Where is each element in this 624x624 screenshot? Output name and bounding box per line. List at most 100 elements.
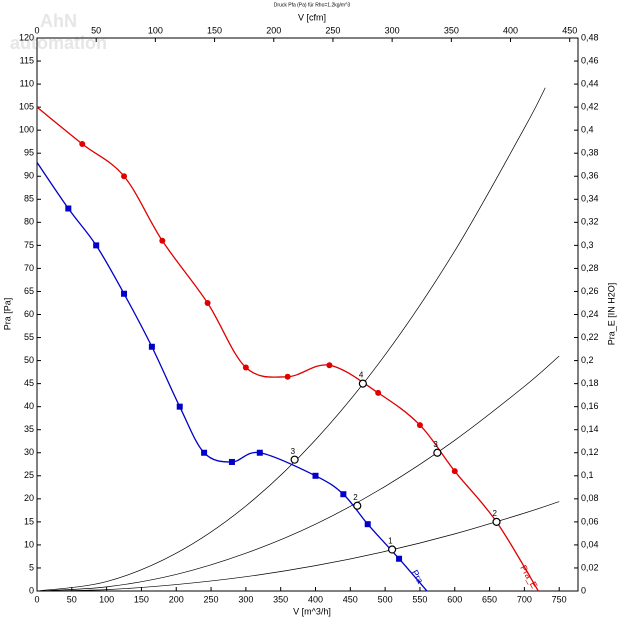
point-marker — [326, 362, 333, 369]
point-marker — [451, 468, 458, 475]
y2-tick-label: 0,12 — [581, 447, 599, 457]
point-marker — [416, 422, 423, 429]
operating-point-label: 3 — [433, 440, 438, 449]
y2-tick-label: 0,44 — [581, 78, 599, 88]
operating-point-label: 4 — [359, 371, 364, 380]
operating-point-label: 2 — [493, 509, 498, 518]
x2-tick-label: 450 — [562, 25, 577, 35]
y-tick-label: 40 — [24, 401, 34, 411]
y-tick-label: 5 — [29, 562, 34, 572]
point-marker — [284, 373, 291, 380]
x-tick-label: 750 — [552, 594, 567, 604]
point-marker — [340, 491, 347, 498]
operating-point — [492, 517, 501, 526]
x-tick-label: 350 — [273, 594, 288, 604]
operating-point-label: 2 — [353, 493, 358, 502]
operating-point — [358, 379, 367, 388]
y-tick-label: 10 — [24, 539, 34, 549]
point-marker — [93, 242, 100, 249]
chart-title: Druck Pfa (Pa) für Rho=1.2kg/m^3 — [274, 2, 351, 8]
x-tick-label: 500 — [378, 594, 393, 604]
y-tick-label: 85 — [24, 194, 34, 204]
operating-point-label: 3 — [291, 447, 296, 456]
point-marker — [256, 449, 263, 456]
y2-tick-label: 0,42 — [581, 102, 599, 112]
y2-axis-title: Pra_E [IN H2O] — [606, 283, 616, 346]
y2-tick-label: 0,18 — [581, 378, 599, 388]
y-tick-label: 25 — [24, 470, 34, 480]
operating-point — [433, 448, 442, 457]
y-tick-label: 90 — [24, 171, 34, 181]
y2-tick-label: 0,46 — [581, 55, 599, 65]
series-line — [36, 106, 539, 592]
y-tick-label: 110 — [20, 78, 34, 88]
y2-tick-label: 0,16 — [581, 401, 599, 411]
x-tick-label: 200 — [169, 594, 184, 604]
x-tick-label: 300 — [238, 594, 253, 604]
y2-tick-label: 0,28 — [581, 263, 599, 273]
x-tick-label: 100 — [99, 594, 114, 604]
y-tick-label: 65 — [24, 286, 34, 296]
x2-tick-label: 350 — [444, 25, 459, 35]
y-tick-label: 35 — [24, 424, 34, 434]
x2-tick-label: 250 — [325, 25, 340, 35]
point-marker — [65, 205, 72, 212]
y-tick-label: 80 — [24, 217, 34, 227]
y-tick-label: 60 — [24, 309, 34, 319]
operating-point — [353, 501, 362, 510]
y2-tick-label: 0,48 — [581, 32, 599, 42]
y2-tick-label: 0,32 — [581, 217, 599, 227]
y2-tick-label: 0,3 — [581, 240, 594, 250]
y2-tick-label: 0,4 — [581, 125, 594, 135]
y-tick-label: 75 — [24, 240, 34, 250]
x-tick-label: 400 — [308, 594, 323, 604]
operating-point — [290, 455, 299, 464]
point-marker — [204, 299, 211, 306]
x-tick-label: 600 — [447, 594, 462, 604]
point-marker — [396, 555, 403, 562]
point-marker — [242, 364, 249, 371]
x-tick-label: 550 — [412, 594, 427, 604]
system-curve — [36, 355, 560, 592]
series-line — [36, 162, 428, 592]
system-curve — [36, 501, 560, 592]
x2-tick-label: 300 — [385, 25, 400, 35]
x2-tick-label: 150 — [207, 25, 222, 35]
point-marker — [201, 449, 208, 456]
y2-tick-label: 0,38 — [581, 148, 599, 158]
system-curve — [36, 87, 546, 592]
y2-tick-label: 0 — [581, 585, 586, 595]
y2-tick-label: 0,08 — [581, 493, 599, 503]
x2-tick-label: 100 — [148, 25, 163, 35]
y-axis-title: Pra [Pa] — [2, 298, 12, 331]
y2-tick-label: 0,04 — [581, 539, 599, 549]
y2-tick-label: 0,22 — [581, 332, 599, 342]
y-tick-label: 50 — [24, 355, 34, 365]
y-tick-label: 0 — [29, 585, 34, 595]
watermark: AhN — [40, 11, 77, 31]
x-tick-label: 250 — [204, 594, 219, 604]
y2-tick-label: 0,14 — [581, 424, 599, 434]
y2-tick-label: 0,2 — [581, 355, 594, 365]
y-tick-label: 70 — [24, 263, 34, 273]
point-marker — [375, 389, 382, 396]
point-marker — [176, 403, 183, 410]
x-tick-label: 700 — [517, 594, 532, 604]
y-tick-label: 100 — [19, 125, 34, 135]
point-marker — [121, 173, 128, 180]
x2-tick-label: 400 — [503, 25, 518, 35]
operating-point-label: 1 — [388, 537, 393, 546]
x2-tick-label: 200 — [266, 25, 281, 35]
curve-label: Pra_E — [518, 563, 539, 590]
y2-tick-label: 0,26 — [581, 286, 599, 296]
operating-point — [387, 545, 397, 554]
x-tick-label: 50 — [67, 594, 77, 604]
point-marker — [148, 343, 155, 350]
x2-axis-title: V [cfm] — [298, 12, 326, 22]
point-marker — [121, 290, 128, 297]
x-axis-title: V [m^3/h] — [293, 606, 331, 616]
x-tick-label: 450 — [343, 594, 358, 604]
y2-tick-label: 0,06 — [581, 516, 599, 526]
x2-tick-label: 0 — [34, 25, 39, 35]
y-tick-label: 95 — [24, 148, 34, 158]
